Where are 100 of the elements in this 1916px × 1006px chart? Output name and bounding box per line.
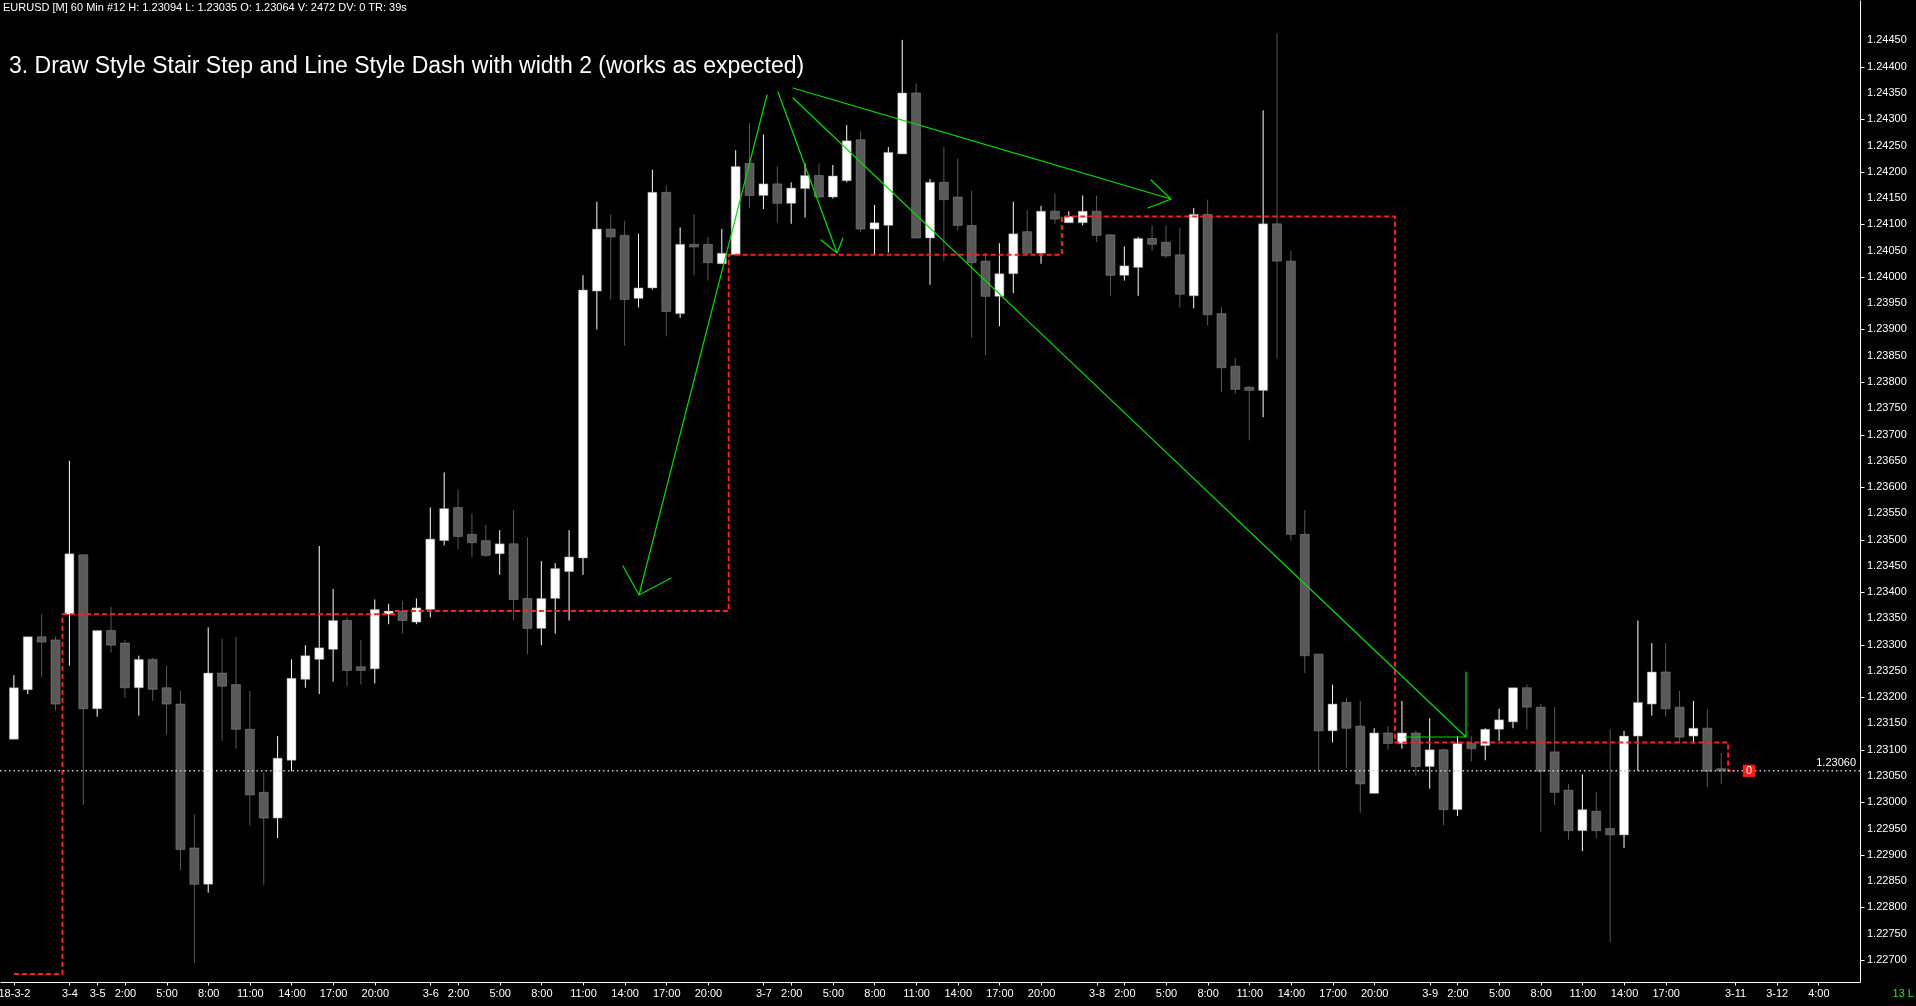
text: 3. Draw Style Stair Step and Line Style Dash with width 2 (works as expected) — [9, 52, 805, 78]
y-tick-label: 1.23800 — [1867, 374, 1907, 387]
x-tick-label: 8:00 — [1197, 986, 1219, 999]
x-tick-label: 3-5 — [89, 986, 106, 999]
candlestick — [689, 213, 699, 276]
x-tick-label: 18-3-2 — [0, 986, 31, 999]
candlestick — [1147, 224, 1157, 252]
candlestick — [1591, 791, 1602, 839]
x-tick-label: 11:00 — [570, 986, 597, 999]
x-tick-label: 17:00 — [1319, 986, 1347, 999]
y-tick-label: 1.23950 — [1867, 296, 1907, 309]
candlestick — [36, 613, 47, 678]
x-tick-label: 2:00 — [114, 986, 137, 999]
y-tick-label: 1.23100 — [1867, 742, 1907, 755]
x-tick-label: 17:00 — [653, 986, 681, 999]
y-tick-label: 1.24150 — [1867, 191, 1907, 204]
x-tick-label: 3-7 — [755, 986, 772, 999]
x-tick-label: 2:00 — [1447, 986, 1469, 999]
y-tick-label: 1.23250 — [1867, 663, 1907, 676]
candlestick — [1119, 245, 1130, 282]
y-tick-label: 1.24050 — [1867, 243, 1907, 256]
y-tick-label: 1.23600 — [1867, 480, 1907, 493]
candlestick — [633, 233, 644, 308]
y-tick-label: 1.22800 — [1867, 900, 1907, 913]
candlestick — [994, 242, 1005, 327]
candlestick — [1480, 727, 1490, 761]
x-tick-label: 8:00 — [531, 986, 553, 999]
candlestick — [939, 146, 949, 262]
candlestick — [1230, 357, 1241, 395]
x-tick-label: 14:00 — [278, 986, 306, 999]
y-tick-label: 1.23900 — [1867, 322, 1907, 335]
candlestick — [786, 181, 796, 225]
x-tick-label: 11:00 — [903, 986, 930, 999]
candlestick — [161, 665, 172, 736]
annotation: 0 — [1745, 763, 1753, 776]
x-tick-label: 11:00 — [236, 986, 264, 999]
y-tick-label: 1.24200 — [1867, 164, 1907, 177]
y-tick-label: 1.24100 — [1867, 217, 1907, 230]
candlestick — [606, 213, 616, 300]
candlestick — [1077, 194, 1088, 226]
x-tick-label: 3-4 — [61, 986, 78, 999]
ref-line-label: 1.23060 — [1816, 755, 1856, 768]
x-tick-label: 5:00 — [1488, 986, 1511, 999]
candlestick — [1494, 708, 1504, 742]
x-tick-label: 14:00 — [944, 986, 973, 999]
x-tick-label: 5:00 — [1155, 986, 1178, 999]
x-tick-label: 3-8 — [1089, 986, 1106, 999]
text: 13 L — [1892, 987, 1914, 999]
y-tick-label: 1.23700 — [1867, 427, 1907, 440]
x-tick-label: 14:00 — [611, 986, 639, 999]
y-tick-label: 1.23550 — [1867, 506, 1907, 519]
candlestick — [411, 597, 422, 625]
candlestick — [1577, 773, 1588, 852]
x-tick-label: 8:00 — [1530, 986, 1552, 999]
y-tick-label: 1.22850 — [1867, 874, 1907, 887]
x-tick-label: 20:00 — [694, 986, 723, 999]
x-tick-label: 11:00 — [1569, 986, 1597, 999]
x-tick-label: 3-6 — [422, 986, 439, 999]
x-tick-label: 8:00 — [198, 986, 220, 999]
candlestick — [1522, 684, 1532, 730]
x-tick-label: 3-11 — [1724, 986, 1747, 999]
annotation: EURUSD [M] 60 Min #12 H: 1.23094 L: 1.23035 O: 1.23064 V: 2472 DV: 0 TR: 39s — [3, 1, 408, 13]
x-tick-label: 5:00 — [489, 986, 511, 999]
candlestick — [494, 529, 505, 576]
candlestick — [1605, 728, 1615, 943]
candlestick — [1424, 717, 1435, 790]
candlestick — [772, 166, 783, 224]
y-tick-label: 1.22750 — [1867, 926, 1907, 939]
x-tick-label: 3-9 — [1422, 986, 1439, 999]
candlestick — [397, 601, 408, 635]
candlestick — [356, 639, 366, 686]
x-tick-label: 11:00 — [1236, 986, 1264, 999]
candlestick — [1050, 192, 1060, 225]
candlestick — [814, 162, 824, 200]
candlestick — [300, 644, 311, 689]
candlestick — [1383, 725, 1393, 751]
x-tick-label: 4:00 — [1808, 986, 1830, 999]
y-tick-label: 1.24000 — [1867, 269, 1907, 282]
candlestick — [1466, 735, 1477, 762]
y-tick-label: 1.22950 — [1867, 821, 1907, 834]
candlestick — [1161, 224, 1171, 259]
x-tick-label: 2:00 — [447, 986, 470, 999]
y-tick-label: 1.23500 — [1867, 532, 1907, 545]
y-tick-label: 1.23300 — [1867, 637, 1907, 650]
candlestick — [217, 638, 227, 742]
candlestick — [869, 204, 880, 256]
y-tick-label: 1.22900 — [1867, 847, 1907, 860]
x-tick-label: 8:00 — [864, 986, 886, 999]
x-tick-label: 17:00 — [319, 986, 348, 999]
candlestick — [1688, 700, 1699, 744]
x-tick-label: 2:00 — [1114, 986, 1136, 999]
x-tick-label: 14:00 — [1610, 986, 1639, 999]
candlestick — [828, 164, 838, 200]
candlestick — [314, 545, 324, 695]
candlestick — [564, 529, 574, 622]
x-tick-label: 2:00 — [780, 986, 803, 999]
y-tick-label: 1.22700 — [1867, 952, 1907, 965]
y-tick-label: 1.23150 — [1867, 716, 1907, 729]
candlestick — [703, 236, 713, 282]
x-tick-label: 20:00 — [1360, 986, 1389, 999]
